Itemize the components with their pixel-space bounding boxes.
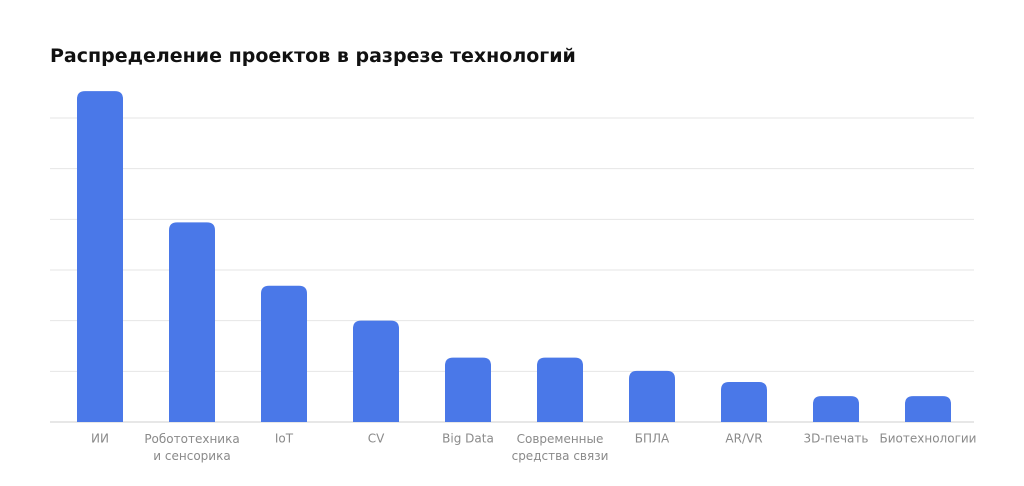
x-tick-label: CV [368, 432, 385, 446]
bar [353, 320, 399, 422]
bar [445, 357, 491, 422]
bar [261, 285, 307, 422]
x-tick-label: Современные средства связи [512, 432, 609, 463]
bar [77, 91, 123, 422]
bar [721, 381, 767, 422]
x-tick-label: Робототехника и сенсорика [144, 432, 239, 463]
bar [629, 370, 675, 422]
x-tick-label: ИИ [91, 432, 109, 446]
x-tick-label: 3D-печать [804, 432, 869, 446]
bar [813, 396, 859, 422]
x-tick-label: БПЛА [635, 432, 670, 446]
bar [537, 357, 583, 422]
chart-title: Распределение проектов в разрезе техноло… [50, 45, 576, 67]
x-tick-label: Биотехнологии [880, 432, 977, 446]
x-tick-label: AR/VR [725, 432, 762, 446]
x-tick-label: Big Data [442, 432, 494, 446]
x-tick-label: IoT [275, 432, 294, 446]
bar [169, 222, 215, 422]
bar [905, 396, 951, 422]
